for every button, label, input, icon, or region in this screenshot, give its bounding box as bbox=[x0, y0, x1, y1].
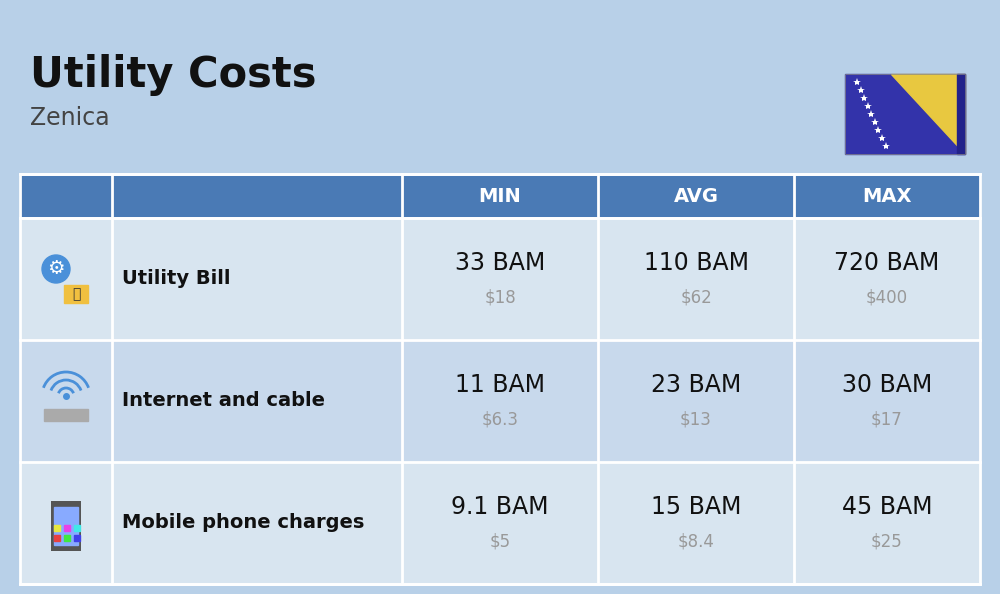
Text: Internet and cable: Internet and cable bbox=[122, 391, 325, 410]
Text: AVG: AVG bbox=[674, 187, 718, 206]
Text: 15 BAM: 15 BAM bbox=[651, 495, 741, 519]
Text: ⚙: ⚙ bbox=[47, 260, 65, 279]
Text: 23 BAM: 23 BAM bbox=[651, 373, 741, 397]
Text: Mobile phone charges: Mobile phone charges bbox=[122, 513, 364, 532]
Text: 110 BAM: 110 BAM bbox=[644, 251, 748, 275]
Text: Utility Bill: Utility Bill bbox=[122, 270, 230, 289]
Bar bbox=[54, 507, 78, 545]
Text: 33 BAM: 33 BAM bbox=[455, 251, 545, 275]
Bar bbox=[20, 218, 980, 340]
Text: 11 BAM: 11 BAM bbox=[455, 373, 545, 397]
Bar bbox=[845, 74, 965, 154]
Bar bbox=[44, 409, 88, 421]
Text: $13: $13 bbox=[680, 410, 712, 428]
Bar bbox=[20, 462, 980, 584]
Text: MAX: MAX bbox=[862, 187, 912, 206]
Bar bbox=[64, 285, 88, 303]
Text: $8.4: $8.4 bbox=[678, 532, 714, 550]
Bar bbox=[957, 74, 965, 154]
Bar bbox=[20, 174, 980, 584]
Bar bbox=[20, 174, 980, 218]
Text: 9.1 BAM: 9.1 BAM bbox=[451, 495, 549, 519]
Text: Zenica: Zenica bbox=[30, 106, 110, 130]
Polygon shape bbox=[891, 74, 965, 154]
Bar bbox=[54, 535, 60, 541]
Text: $5: $5 bbox=[489, 532, 511, 550]
Text: 720 BAM: 720 BAM bbox=[834, 251, 940, 275]
Bar bbox=[54, 525, 60, 531]
Bar bbox=[74, 525, 80, 531]
Text: $6.3: $6.3 bbox=[482, 410, 518, 428]
Circle shape bbox=[42, 255, 70, 283]
Text: $400: $400 bbox=[866, 288, 908, 307]
Text: $62: $62 bbox=[680, 288, 712, 307]
Bar bbox=[51, 501, 81, 551]
Text: MIN: MIN bbox=[479, 187, 521, 206]
Bar bbox=[74, 535, 80, 541]
Text: $17: $17 bbox=[871, 410, 903, 428]
Text: 45 BAM: 45 BAM bbox=[842, 495, 932, 519]
Text: $18: $18 bbox=[484, 288, 516, 307]
Bar bbox=[20, 340, 980, 462]
Bar bbox=[64, 535, 70, 541]
Bar bbox=[845, 74, 965, 154]
Text: 30 BAM: 30 BAM bbox=[842, 373, 932, 397]
Text: $25: $25 bbox=[871, 532, 903, 550]
Text: 🔧: 🔧 bbox=[72, 287, 80, 301]
Text: Utility Costs: Utility Costs bbox=[30, 54, 316, 96]
Bar bbox=[64, 525, 70, 531]
